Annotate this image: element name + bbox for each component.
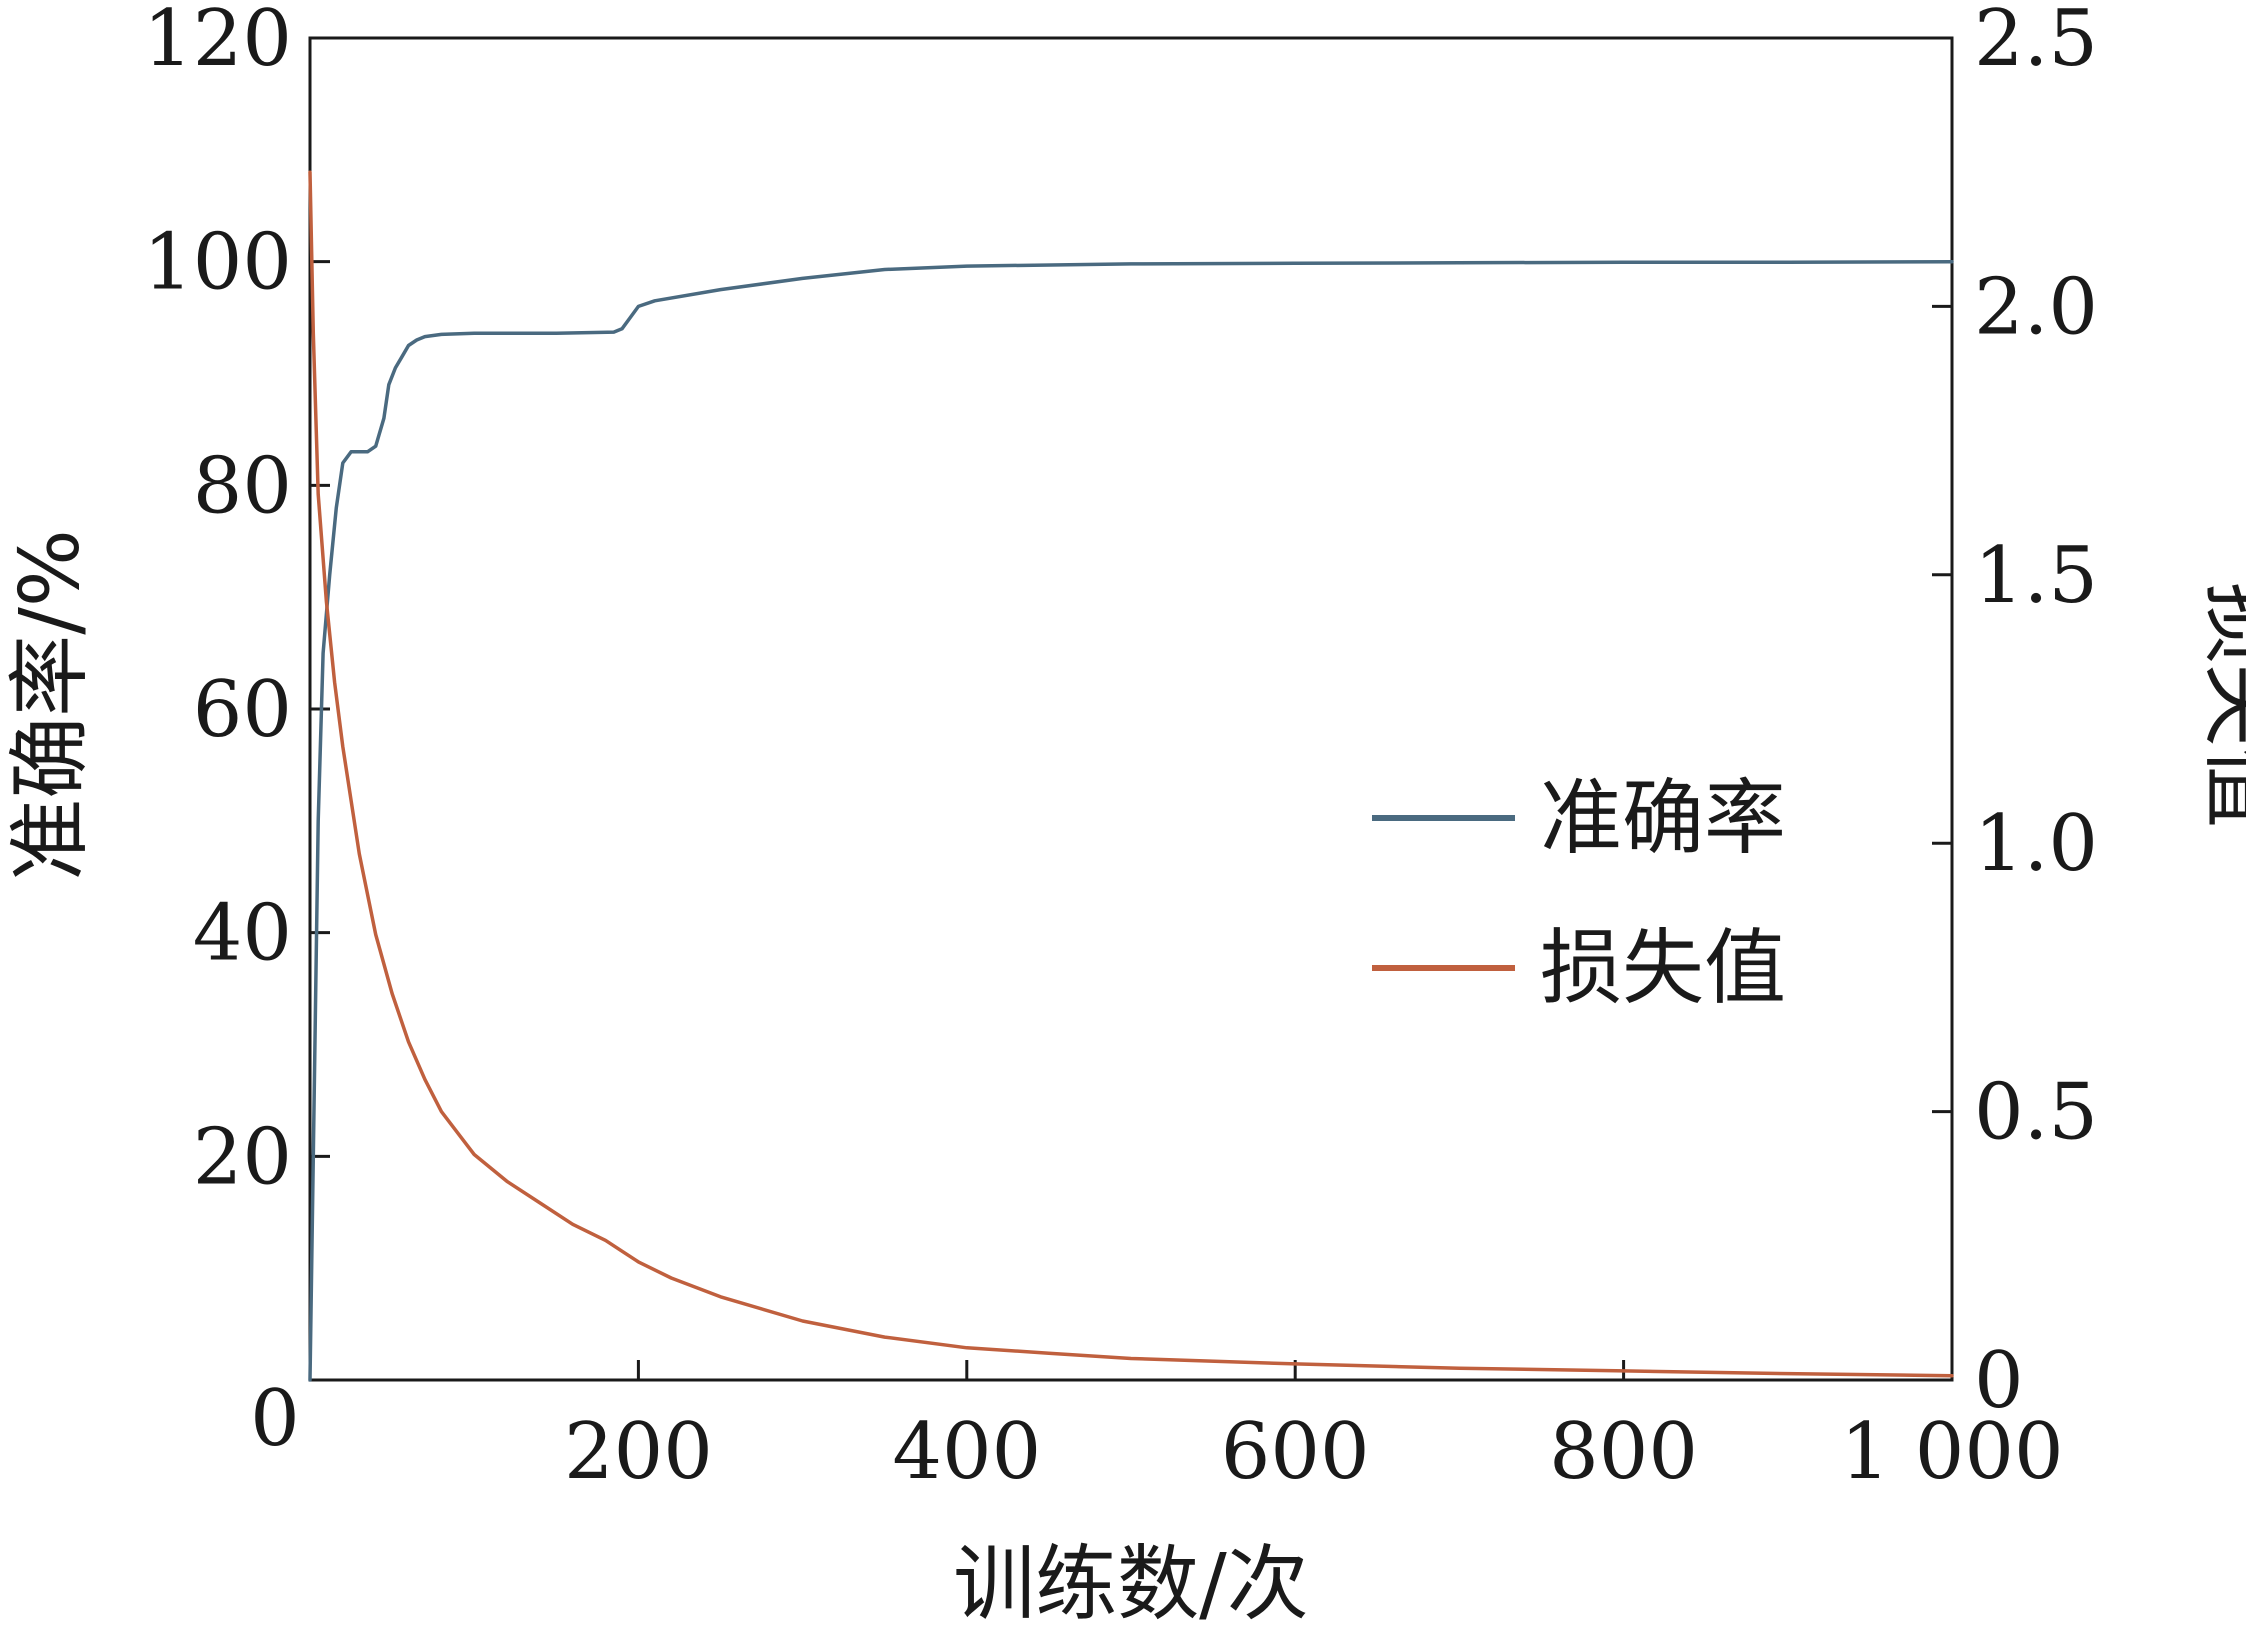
legend-label-loss: 损失值 bbox=[1540, 921, 1786, 1016]
y-left-tick-label-4: 100 bbox=[143, 218, 292, 308]
tick-marks bbox=[310, 36, 1954, 1380]
y-right-axis-title: 损失值 bbox=[2194, 582, 2246, 828]
y-right-tick-label-5: 2.5 bbox=[1974, 0, 2098, 84]
x-tick-label-0: 200 bbox=[564, 1407, 713, 1497]
y-left-tick-label-1: 40 bbox=[193, 889, 292, 979]
x-tick-label-3: 800 bbox=[1549, 1407, 1698, 1497]
series-line-0 bbox=[308, 259, 1954, 1382]
x-tick-label-4: 1 000 bbox=[1840, 1407, 2063, 1497]
y-left-axis-title: 准确率/% bbox=[3, 529, 98, 881]
y-left-tick-label-5: 120 bbox=[143, 0, 292, 84]
y-left-tick-label-3: 80 bbox=[193, 441, 292, 531]
x-axis-title: 训练数/次 bbox=[953, 1537, 1309, 1632]
x-tick-label-2: 600 bbox=[1221, 1407, 1370, 1497]
series-line-1 bbox=[308, 170, 1954, 1378]
y-left-tick-label-2: 60 bbox=[193, 665, 292, 755]
legend-label-accuracy: 准确率 bbox=[1540, 771, 1786, 866]
series-lines bbox=[308, 170, 1954, 1382]
plot-frame bbox=[308, 36, 1954, 1382]
x-tick-label-1: 400 bbox=[892, 1407, 1041, 1497]
y-right-tick-label-3: 1.5 bbox=[1974, 531, 2098, 621]
legend: 准确率 损失值 bbox=[1372, 771, 1786, 1016]
y-right-tick-label-4: 2.0 bbox=[1974, 262, 2098, 352]
y-right-tick-label-1: 0.5 bbox=[1974, 1068, 2098, 1158]
y-left-tick-label-0: 20 bbox=[193, 1112, 292, 1202]
tick-labels: 200 400 600 800 1 000 20 40 60 80 100 120 0 0.5 1.0 1.… bbox=[143, 0, 2098, 1497]
y-right-tick-label-0: 0 bbox=[1974, 1336, 2024, 1426]
y-right-tick-label-2: 1.0 bbox=[1974, 799, 2098, 889]
origin-label: 0 bbox=[250, 1374, 300, 1464]
